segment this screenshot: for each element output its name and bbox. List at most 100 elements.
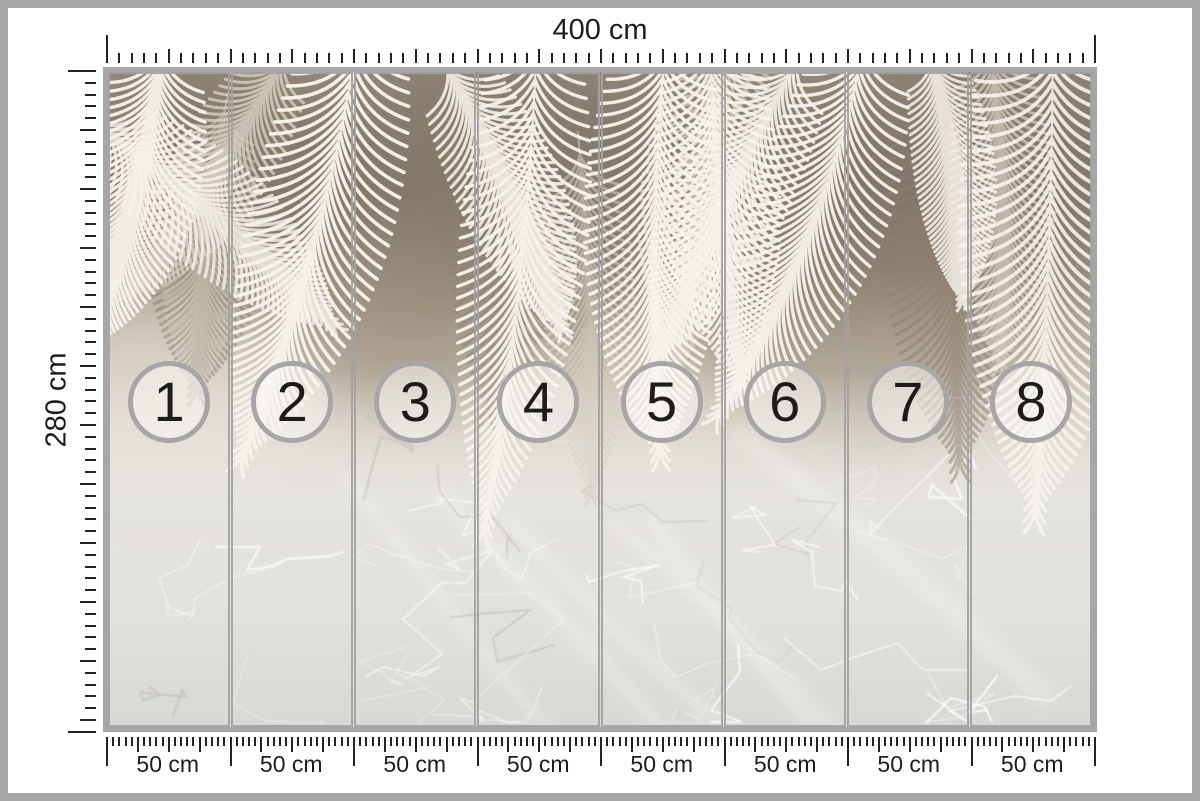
ruler-tick [266, 53, 269, 63]
ruler-tick [167, 737, 170, 752]
ruler-tick [402, 53, 405, 63]
ruler-tick [723, 737, 726, 766]
ruler-tick [859, 737, 862, 746]
ruler-tick [772, 737, 775, 746]
ruler-tick [427, 737, 430, 746]
ruler-tick [711, 737, 714, 746]
ruler-tick [118, 53, 121, 63]
ruler-tick [661, 737, 664, 752]
ruler-tick [612, 737, 615, 746]
ruler-tick [834, 53, 837, 63]
ruler-tick [816, 737, 819, 752]
ruler-tick [402, 737, 405, 746]
ruler-tick [1026, 737, 1029, 746]
ruler-tick [871, 737, 874, 746]
ruler-tick [85, 636, 96, 639]
ruler-tick [593, 737, 596, 746]
ruler-tick [1056, 737, 1059, 746]
ruler-tick [550, 53, 553, 63]
ruler-tick [204, 737, 207, 746]
panel-width-label: 50 cm [383, 751, 447, 777]
panel-grid: 1 2 3 4 5 6 7 8 [108, 72, 1092, 727]
ruler-tick [451, 53, 454, 63]
wallpaper-panel-2: 2 [231, 72, 354, 727]
ruler-tick [1050, 737, 1053, 746]
ruler-tick [982, 53, 985, 63]
ruler-tick [85, 565, 96, 568]
ruler-tick [735, 737, 738, 746]
panel-width-label: 50 cm [753, 751, 817, 777]
ruler-tick [346, 737, 349, 746]
ruler-tick [396, 737, 399, 746]
ruler-tick [136, 737, 139, 752]
ruler-tick [85, 530, 96, 533]
ruler-tick [482, 737, 485, 746]
panel-number-badge: 3 [374, 361, 457, 443]
ruler-tick [217, 737, 220, 746]
ruler-tick [266, 737, 269, 746]
panel-width-label: 50 cm [136, 751, 200, 777]
ruler-tick [1069, 737, 1072, 746]
ruler-tick [180, 53, 183, 63]
ruler-tick [1075, 737, 1078, 746]
ruler-tick [414, 49, 417, 63]
ruler-tick [85, 329, 96, 332]
ruler-tick [556, 737, 559, 746]
ruler-tick [359, 737, 362, 746]
ruler-tick [488, 53, 491, 63]
ruler-tick [192, 737, 195, 746]
ruler-tick [945, 53, 948, 63]
ruler-tick [569, 737, 572, 752]
ruler-tick [80, 542, 96, 544]
ruler-tick [248, 737, 251, 746]
ruler-tick [995, 53, 998, 63]
ruler-tick [433, 737, 436, 746]
ruler-tick [822, 53, 825, 63]
ruler-tick [797, 53, 800, 63]
ruler-tick [143, 737, 146, 746]
ruler-tick [106, 737, 108, 766]
ruler-tick [192, 53, 195, 63]
ruler-tick [80, 601, 96, 603]
ruler-tick [85, 152, 96, 155]
ruler-tick [859, 53, 862, 63]
ruler-tick [155, 737, 158, 746]
panel-width-label: 50 cm [259, 751, 323, 777]
ruler-tick [85, 270, 96, 273]
wallpaper-panel-8: 8 [969, 72, 1092, 727]
panel-width-label: 50 cm [506, 751, 570, 777]
panel-number: 7 [892, 370, 924, 433]
ruler-tick [735, 53, 738, 63]
ruler-tick [729, 737, 732, 746]
ruler-tick [908, 49, 911, 63]
ruler-tick [513, 737, 516, 746]
ruler-tick [254, 737, 257, 746]
ruler-tick [680, 737, 683, 746]
ruler-tick [575, 737, 578, 746]
ruler-tick [488, 737, 491, 746]
ruler-tick [562, 53, 565, 63]
ruler-tick [686, 53, 689, 63]
ruler-tick [291, 737, 294, 752]
ruler-tick [85, 223, 96, 226]
ruler-tick [80, 247, 96, 249]
total-width-label: 400 cm [552, 14, 648, 46]
ruler-tick [921, 737, 924, 746]
ruler-tick [167, 49, 170, 63]
ruler-tick [80, 660, 96, 662]
ruler-tick [1044, 53, 1047, 63]
ruler-tick [85, 671, 96, 674]
ruler-tick [834, 737, 837, 746]
ruler-tick [958, 737, 961, 746]
ruler-tick [118, 737, 121, 746]
ruler-tick [871, 53, 874, 63]
ruler-tick [507, 737, 510, 752]
ruler-tick [106, 35, 108, 63]
ruler-tick [229, 737, 232, 766]
ruler-tick [982, 737, 985, 746]
ruler-tick [655, 737, 658, 746]
ruler-tick [85, 176, 96, 179]
ruler-tick [204, 53, 207, 63]
top-ruler [106, 35, 1096, 63]
